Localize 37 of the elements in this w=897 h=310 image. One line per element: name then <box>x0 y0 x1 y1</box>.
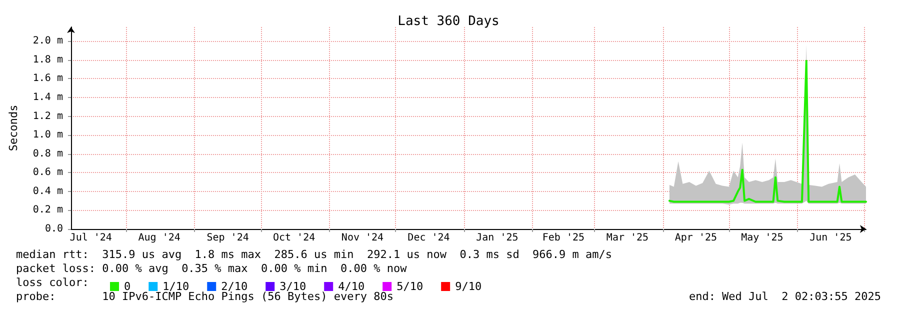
legend-label: 0 <box>124 280 131 293</box>
legend-label: 5/10 <box>396 280 424 293</box>
legend-label: 1/10 <box>162 280 190 293</box>
legend-label: 2/10 <box>221 280 248 293</box>
text: median rtt: 315.9 us avg 1.8 ms max 285.6 us min 292.1 us now 0.3 ms sd 966.9 m am/s <box>16 248 612 261</box>
legend-label: 4/10 <box>338 280 365 293</box>
y-tick-label: 0.0 <box>44 224 63 234</box>
x-tick-label: Mar '25 <box>606 232 649 244</box>
x-tick-label: Nov '24 <box>341 232 384 244</box>
y-tick-label: 0.8 m <box>32 148 63 160</box>
x-tick-label: Dec '24 <box>408 232 450 244</box>
x-tick-label: Jun '25 <box>810 232 852 244</box>
y-tick-label: 2.0 m <box>32 36 63 47</box>
x-tick-label: May '25 <box>741 232 784 244</box>
text: end: Wed Jul 2 02:03:55 2025 <box>688 290 882 303</box>
legend-label: 3/10 <box>280 280 306 293</box>
x-tick-label: Sep '24 <box>206 232 249 244</box>
y-tick-label: 1.0 m <box>32 130 63 141</box>
x-tick-label: Feb '25 <box>542 232 585 244</box>
y-tick-label: 0.6 m <box>32 167 63 178</box>
text: packet loss: 0.00 % avg 0.35 % max 0.00 % min 0.00 % now <box>16 262 408 275</box>
x-tick-label: Aug '24 <box>138 232 180 244</box>
chart-title: Last 360 Days <box>398 14 500 29</box>
text: probe: 10 IPv6-ICMP Echo Pings (56 Bytes) every 80s <box>16 290 394 303</box>
y-tick-label: 0.2 m <box>32 204 63 216</box>
y-tick-label: 1.2 m <box>32 110 63 122</box>
x-tick-label: Oct '24 <box>272 232 316 244</box>
y-tick-label: 1.4 m <box>32 92 63 103</box>
x-tick-label: Jul '24 <box>70 232 112 244</box>
legend-label: 9/10 <box>455 280 482 293</box>
legend-title: loss color: <box>16 276 89 289</box>
x-tick-label: Jan '25 <box>476 232 518 244</box>
x-tick-label: Apr '25 <box>674 232 718 244</box>
y-tick-label: 0.4 m <box>32 186 63 197</box>
y-axis-title: Seconds <box>7 104 20 152</box>
y-tick-label: 1.6 m <box>32 73 63 84</box>
y-tick-label: 1.8 m <box>32 54 63 66</box>
